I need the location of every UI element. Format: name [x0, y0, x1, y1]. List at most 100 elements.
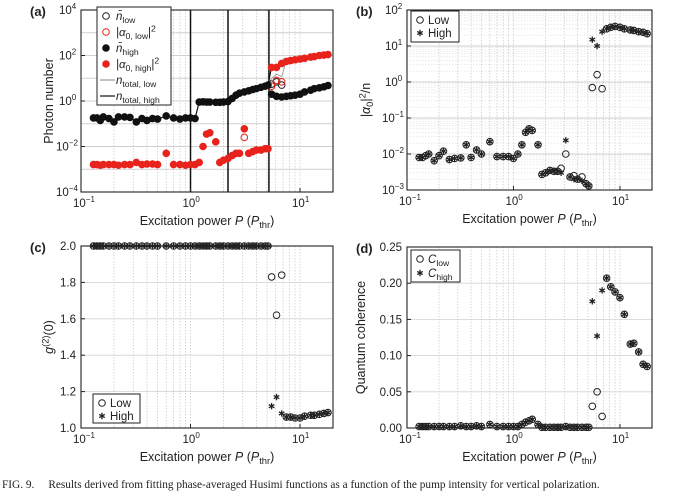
data-point	[493, 153, 501, 160]
y-tick-exponent: 0	[398, 74, 403, 83]
text-part: n̄	[116, 10, 122, 23]
y-tick-label: 1.6	[60, 314, 76, 326]
data-point	[457, 154, 464, 162]
y-tick-label: 10−3	[382, 182, 404, 197]
data-point	[562, 137, 569, 144]
text-part: thr	[259, 220, 270, 230]
y-tick-label: 1.4	[60, 350, 77, 362]
data-point	[316, 411, 323, 418]
data-point	[277, 271, 286, 279]
data-point	[296, 414, 304, 422]
data-point	[588, 402, 597, 411]
legend-item-C_high: Chigh	[416, 268, 453, 282]
legend-marker-icon	[416, 255, 424, 263]
text-part: 0	[365, 102, 375, 107]
y-tick-label: 100	[385, 74, 403, 89]
data-point	[439, 147, 448, 155]
data-point	[499, 422, 507, 431]
axes-frame	[406, 9, 653, 191]
data-point	[611, 288, 619, 296]
data-point	[486, 421, 493, 428]
data-point	[514, 150, 522, 158]
text-part: P	[573, 212, 582, 226]
x-tick-label: 101	[612, 431, 630, 446]
text-part: P	[251, 450, 260, 464]
y-tick-label: 0.25	[380, 242, 402, 254]
y-tick-label: 10−2	[382, 146, 404, 161]
data-point	[272, 311, 281, 319]
x-tick-exponent: 0	[195, 195, 200, 204]
text-part: Excitation power	[462, 212, 557, 226]
x-tick-label: 101	[292, 195, 310, 210]
text-part: P	[573, 450, 582, 464]
text-part: P	[235, 214, 244, 228]
x-tick-exponent: 1	[625, 431, 630, 440]
text-part: g	[42, 347, 56, 354]
data-point	[589, 36, 596, 43]
y-tick-exponent: 4	[72, 2, 77, 11]
data-point	[132, 118, 141, 126]
data-point	[324, 81, 332, 90]
legend-label: |α0, low|2	[116, 24, 156, 41]
data-point	[561, 150, 570, 158]
data-point	[616, 24, 624, 31]
figure-caption: FIG. 9. Results derived from fitting phas…	[2, 479, 700, 491]
data-point	[287, 413, 294, 421]
text-part: P	[557, 450, 566, 464]
legend-item-High: High	[98, 411, 134, 423]
x-tick-exponent: 1	[305, 431, 310, 440]
text-part: 2	[154, 56, 159, 66]
text-part: thr	[259, 456, 270, 466]
x-tick-label: 10−1	[73, 195, 95, 210]
x-tick-label: 10−1	[73, 431, 95, 446]
text-part: n	[116, 91, 122, 103]
y-tick-label: 0.00	[380, 423, 402, 435]
data-point	[110, 118, 118, 126]
data-point	[603, 274, 610, 282]
data-point	[486, 138, 493, 145]
data-point	[324, 409, 332, 416]
data-point	[477, 150, 486, 158]
text-part: Photon number	[42, 58, 56, 143]
data-point	[153, 115, 162, 123]
y-axis-label: Quantum coherence	[354, 281, 368, 394]
data-point	[267, 273, 276, 281]
y-tick-label: 1.0	[60, 423, 76, 435]
data-point	[534, 141, 542, 149]
data-point	[456, 154, 465, 162]
data-point	[505, 153, 512, 160]
figure-9: 10−1 100 10110−410−2100102104(a)Excitation…	[30, 2, 653, 466]
data-point	[500, 153, 507, 160]
text-part: C	[428, 254, 437, 266]
y-tick-label: 100	[59, 93, 77, 108]
data-point	[435, 152, 443, 159]
text-part: )	[593, 212, 597, 226]
data-point	[598, 412, 606, 421]
legend-label: Low	[110, 398, 132, 410]
data-point	[602, 274, 611, 282]
data-point	[206, 129, 214, 137]
text-part: High	[110, 411, 134, 423]
data-point	[311, 412, 318, 419]
data-point	[574, 175, 581, 183]
legend-label: Clow	[428, 254, 450, 268]
x-axis-label: Excitation power P (Pthr)	[140, 214, 275, 230]
legend-item-n_total_low: ntotal, low	[100, 75, 157, 89]
data-point	[640, 29, 647, 36]
data-point	[510, 155, 517, 162]
x-tick-exponent: −1	[412, 431, 422, 440]
text-part: |	[151, 59, 154, 71]
y-tick-label: 0.05	[380, 387, 402, 399]
data-point	[616, 293, 624, 302]
data-point	[126, 160, 134, 169]
text-part: high	[436, 272, 452, 282]
data-point	[621, 311, 628, 318]
data-point	[211, 138, 220, 146]
x-tick-label: 10−1	[399, 193, 421, 208]
data-point	[518, 141, 526, 149]
data-point	[114, 161, 123, 170]
x-tick-exponent: 1	[625, 193, 630, 202]
legend-marker-icon	[416, 269, 424, 277]
y-tick-exponent: 1	[398, 38, 403, 47]
